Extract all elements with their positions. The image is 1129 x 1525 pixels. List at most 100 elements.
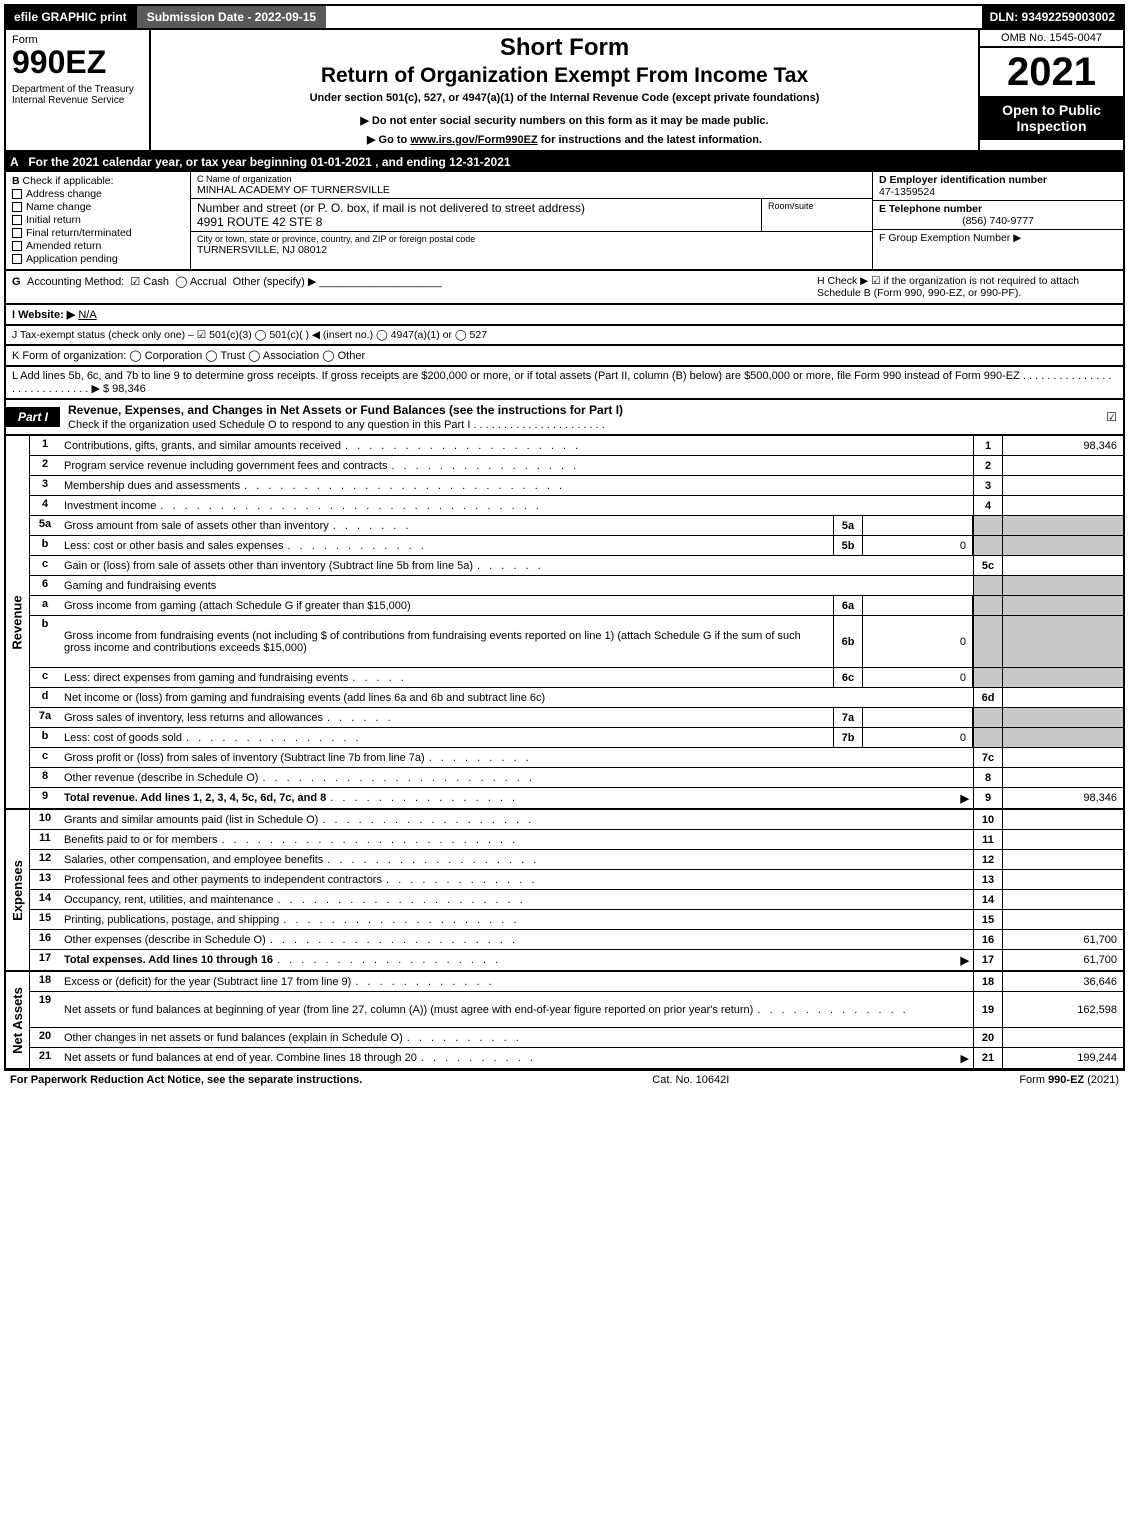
line-val-shaded	[1003, 668, 1123, 687]
sub-ref: 5b	[833, 536, 863, 555]
chk-name-change[interactable]	[12, 202, 22, 212]
line-ref: 1	[973, 436, 1003, 455]
line-ref: 17	[973, 950, 1003, 970]
part-1-sub: Check if the organization used Schedule …	[68, 419, 605, 431]
d-ein-value: 47-1359524	[879, 186, 1117, 198]
irs-link[interactable]: www.irs.gov/Form990EZ	[410, 134, 537, 146]
line-val	[1003, 688, 1123, 707]
sub-ref: 6a	[833, 596, 863, 615]
line-ref: 14	[973, 890, 1003, 909]
line-num: 16	[30, 930, 60, 949]
line-num: 17	[30, 950, 60, 970]
line-val	[1003, 850, 1123, 869]
page-footer: For Paperwork Reduction Act Notice, see …	[4, 1070, 1125, 1089]
line-desc: Gain or (loss) from sale of assets other…	[60, 556, 973, 575]
header-left: Form 990EZ Department of the Treasury In…	[6, 30, 151, 150]
sub-val: 0	[863, 728, 973, 747]
i-value[interactable]: N/A	[78, 309, 96, 321]
line-val	[1003, 748, 1123, 767]
dln: DLN: 93492259003002	[982, 6, 1123, 28]
line-ref: 12	[973, 850, 1003, 869]
line-val: 36,646	[1003, 972, 1123, 991]
line-ref-shaded	[973, 596, 1003, 615]
c-city-value: TURNERSVILLE, NJ 08012	[197, 244, 866, 256]
line-num: b	[30, 728, 60, 747]
chk-address-change[interactable]	[12, 189, 22, 199]
line-val	[1003, 870, 1123, 889]
short-form-title: Short Form	[159, 34, 970, 62]
row-i-website: I Website: ▶ N/A	[4, 305, 1125, 326]
f-group-label: F Group Exemption Number ▶	[879, 232, 1117, 244]
line-desc: Net assets or fund balances at end of ye…	[60, 1048, 973, 1068]
line-num: c	[30, 668, 60, 687]
line-num: 21	[30, 1048, 60, 1068]
line-ref-shaded	[973, 516, 1003, 535]
line-desc: Membership dues and assessments. . . . .…	[60, 476, 973, 495]
line-num: 2	[30, 456, 60, 475]
e-phone-value: (856) 740-9777	[879, 215, 1117, 227]
line-desc: Less: cost or other basis and sales expe…	[60, 536, 833, 555]
line-num: 9	[30, 788, 60, 808]
open-to-public: Open to Public Inspection	[980, 96, 1123, 140]
row-g-accounting: G Accounting Method: ☑ Cash ◯ Accrual Ot…	[4, 271, 1125, 305]
c-street-label: Number and street (or P. O. box, if mail…	[197, 201, 755, 215]
line-desc: Other revenue (describe in Schedule O). …	[60, 768, 973, 787]
part-1-header: Part I Revenue, Expenses, and Changes in…	[4, 400, 1125, 436]
line-num: c	[30, 556, 60, 575]
chk-amended-return[interactable]	[12, 241, 22, 251]
expenses-side-label: Expenses	[6, 810, 30, 970]
line-desc: Less: cost of goods sold. . . . . . . . …	[60, 728, 833, 747]
g-label: Accounting Method:	[27, 276, 124, 288]
line-desc: Investment income. . . . . . . . . . . .…	[60, 496, 973, 515]
line-desc: Total expenses. Add lines 10 through 16.…	[60, 950, 973, 970]
line-desc: Printing, publications, postage, and shi…	[60, 910, 973, 929]
col-c-org: C Name of organization MINHAL ACADEMY OF…	[191, 172, 873, 269]
part-1-title: Revenue, Expenses, and Changes in Net As…	[60, 400, 1100, 434]
sub-val: 0	[863, 536, 973, 555]
line-desc: Other expenses (describe in Schedule O).…	[60, 930, 973, 949]
line-num: 12	[30, 850, 60, 869]
line-desc: Salaries, other compensation, and employ…	[60, 850, 973, 869]
efile-print-button[interactable]: efile GRAPHIC print	[6, 6, 135, 28]
line-ref-shaded	[973, 616, 1003, 667]
chk-label: Address change	[26, 188, 102, 200]
d-ein-label: D Employer identification number	[879, 174, 1117, 186]
line-desc: Gross income from fundraising events (no…	[60, 616, 833, 667]
arrow-icon: ▶	[961, 1052, 969, 1065]
c-name-value: MINHAL ACADEMY OF TURNERSVILLE	[197, 184, 866, 196]
line-num: 1	[30, 436, 60, 455]
line-val-shaded	[1003, 536, 1123, 555]
line-val	[1003, 1028, 1123, 1047]
line-ref: 19	[973, 992, 1003, 1027]
row-j-tax-exempt: J Tax-exempt status (check only one) – ☑…	[4, 326, 1125, 346]
line-val: 162,598	[1003, 992, 1123, 1027]
line-val-shaded	[1003, 728, 1123, 747]
line-val	[1003, 456, 1123, 475]
line-num: 4	[30, 496, 60, 515]
chk-final-return[interactable]	[12, 228, 22, 238]
line-ref: 5c	[973, 556, 1003, 575]
chk-label: Initial return	[26, 214, 81, 226]
line-desc: Other changes in net assets or fund bala…	[60, 1028, 973, 1047]
revenue-side-label: Revenue	[6, 436, 30, 808]
part-1-tab: Part I	[6, 407, 60, 427]
chk-application-pending[interactable]	[12, 254, 22, 264]
line-ref: 11	[973, 830, 1003, 849]
i-label: I Website: ▶	[12, 309, 75, 321]
sub-ref: 6b	[833, 616, 863, 667]
g-cash: Cash	[143, 276, 169, 288]
under-section: Under section 501(c), 527, or 4947(a)(1)…	[159, 92, 970, 104]
line-num: 14	[30, 890, 60, 909]
part-1-check[interactable]: ☑	[1100, 407, 1123, 427]
sub-ref: 7b	[833, 728, 863, 747]
line-ref: 6d	[973, 688, 1003, 707]
line-desc: Gross sales of inventory, less returns a…	[60, 708, 833, 727]
col-b-checkboxes: B Check if applicable: Address change Na…	[6, 172, 191, 269]
line-desc: Gross amount from sale of assets other t…	[60, 516, 833, 535]
ssn-warning: ▶ Do not enter social security numbers o…	[159, 114, 970, 127]
form-title: Return of Organization Exempt From Incom…	[159, 64, 970, 88]
letter-a: A	[10, 155, 25, 169]
chk-initial-return[interactable]	[12, 215, 22, 225]
line-num: 6	[30, 576, 60, 595]
row-a-tax-year: A For the 2021 calendar year, or tax yea…	[4, 152, 1125, 172]
